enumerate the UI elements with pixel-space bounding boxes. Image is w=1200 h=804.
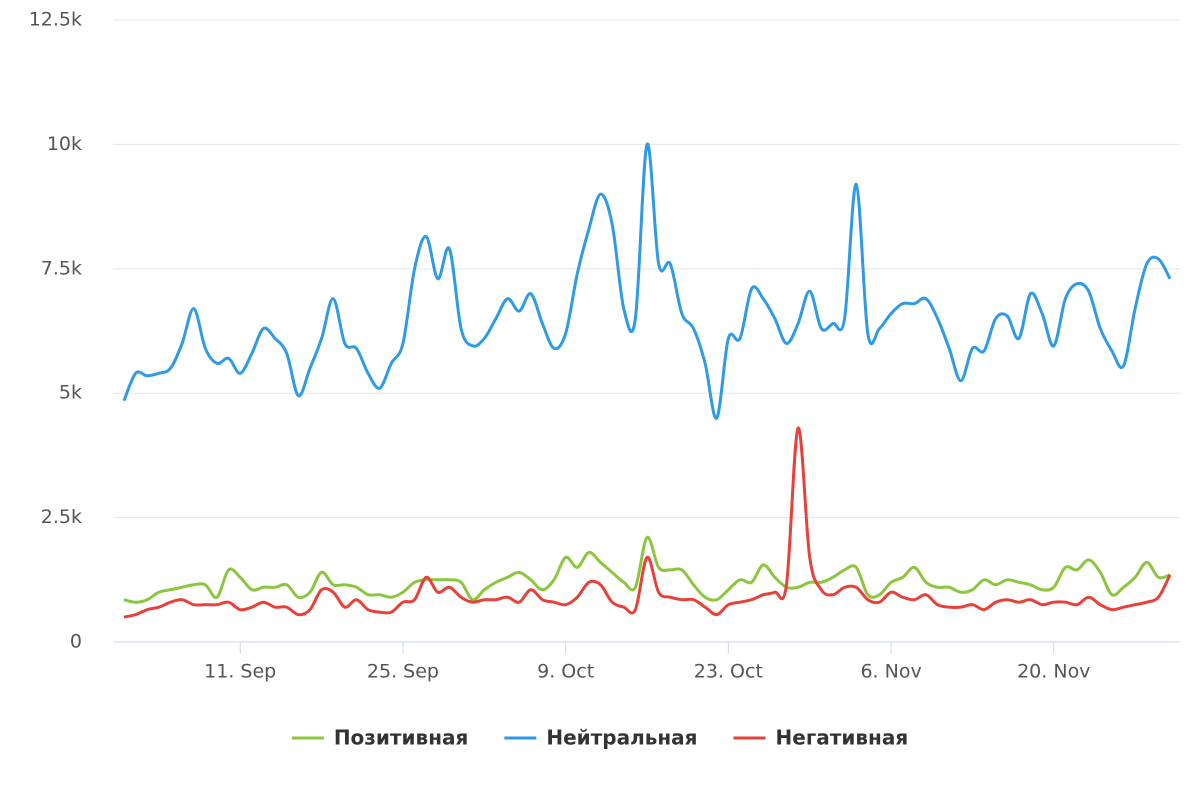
y-tick-label: 2.5k (41, 506, 82, 528)
x-tick-label: 11. Sep (204, 661, 276, 683)
legend-text: Негативная (776, 726, 909, 750)
legend-text: Позитивная (334, 726, 469, 750)
x-tick-label: 25. Sep (367, 661, 439, 683)
x-tick-label: 9. Oct (537, 661, 594, 683)
series-line (123, 535, 1171, 604)
y-tick-label: 0 (70, 631, 82, 653)
x-tick-label: 23. Oct (694, 661, 763, 683)
series-line (122, 142, 1172, 420)
x-tick-label: 20. Nov (1017, 661, 1090, 683)
y-tick-label: 10k (47, 133, 82, 155)
series-line (123, 426, 1172, 619)
y-tick-label: 5k (59, 382, 82, 404)
y-tick-label: 7.5k (41, 257, 82, 279)
y-tick-label: 12.5k (29, 9, 82, 31)
legend-text: Нейтральная (546, 726, 697, 750)
x-tick-label: 6. Nov (860, 661, 921, 683)
